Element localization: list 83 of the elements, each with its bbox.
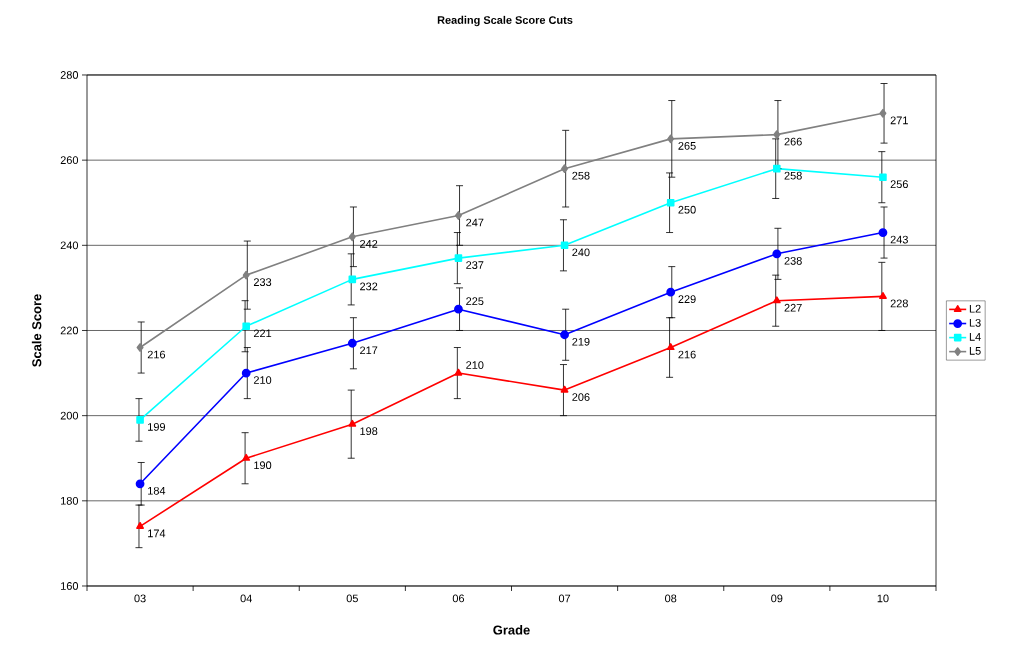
- point: [348, 232, 356, 242]
- data-label: 190: [254, 461, 272, 470]
- data-label: 184: [148, 486, 166, 495]
- point: [242, 270, 250, 280]
- data-label: 258: [572, 171, 590, 180]
- data-label: 217: [360, 346, 378, 355]
- x-tick-label: 09: [771, 594, 783, 603]
- x-tick-label: 07: [558, 594, 571, 603]
- point: [667, 134, 675, 144]
- point: [136, 521, 144, 529]
- point: [561, 164, 569, 174]
- y-tick-label: 200: [60, 411, 79, 420]
- y-tick-label: 240: [60, 241, 79, 250]
- x-tick-label: 04: [240, 594, 252, 603]
- data-label: 258: [784, 171, 802, 180]
- point: [878, 228, 888, 237]
- data-label: 256: [890, 180, 908, 189]
- point: [454, 254, 463, 262]
- data-label: 199: [148, 423, 166, 431]
- point: [242, 453, 251, 461]
- y-tick-label: 180: [61, 496, 79, 505]
- data-label: 210: [466, 361, 484, 369]
- x-tick-label: 10: [877, 594, 889, 603]
- legend-label: L5: [969, 347, 981, 355]
- data-label: 250: [678, 205, 696, 214]
- point: [666, 198, 675, 207]
- point: [454, 211, 462, 220]
- data-label: 233: [253, 278, 272, 287]
- y-tick-label: 160: [61, 582, 79, 590]
- data-label: 247: [466, 218, 484, 227]
- point: [560, 385, 569, 393]
- point: [773, 130, 781, 139]
- data-label: 174: [148, 529, 166, 538]
- legend-label: L3: [969, 318, 981, 327]
- point: [135, 479, 145, 489]
- point: [879, 292, 887, 300]
- data-label: 216: [678, 350, 696, 359]
- data-label: 237: [466, 261, 484, 269]
- point: [241, 368, 251, 378]
- data-label: 238: [784, 256, 802, 265]
- y-tick-label: 220: [60, 326, 79, 335]
- y-axis-title: Scale Score: [31, 294, 42, 367]
- data-label: 242: [360, 239, 378, 248]
- legend-label: L4: [969, 333, 981, 341]
- data-label: 219: [572, 337, 590, 346]
- data-label: 221: [253, 329, 272, 338]
- point: [454, 368, 463, 376]
- point: [879, 108, 887, 118]
- point: [136, 343, 144, 352]
- point: [666, 287, 676, 297]
- legend-label: L2: [969, 304, 981, 313]
- data-label: 232: [360, 282, 378, 291]
- point: [136, 416, 144, 424]
- y-tick-label: 280: [60, 71, 79, 79]
- x-tick-label: 03: [134, 594, 146, 603]
- data-label: 227: [784, 303, 802, 312]
- x-tick-label: 08: [665, 594, 677, 603]
- point: [242, 322, 250, 331]
- data-label: 225: [466, 297, 484, 306]
- point: [348, 419, 357, 427]
- point: [454, 304, 463, 314]
- data-label: 210: [253, 376, 272, 384]
- data-label: 266: [784, 137, 802, 146]
- point: [772, 249, 782, 259]
- point: [347, 338, 357, 348]
- x-tick-label: 05: [346, 594, 358, 603]
- point: [666, 343, 675, 351]
- point: [879, 173, 887, 181]
- data-label: 216: [147, 350, 166, 359]
- point: [560, 330, 569, 340]
- data-label: 271: [890, 116, 908, 125]
- data-label: 240: [572, 248, 590, 257]
- chart-title: Reading Scale Score Cuts: [437, 15, 573, 27]
- y-tick-label: 260: [60, 156, 79, 165]
- data-label: 206: [572, 393, 590, 401]
- data-label: 243: [890, 235, 908, 244]
- data-label: 229: [678, 295, 696, 304]
- data-label: 265: [678, 141, 696, 150]
- x-tick-label: 06: [452, 594, 465, 603]
- x-axis-title: Grade: [493, 625, 530, 635]
- data-label: 198: [360, 427, 378, 436]
- data-label: 228: [890, 299, 908, 308]
- point: [772, 296, 781, 304]
